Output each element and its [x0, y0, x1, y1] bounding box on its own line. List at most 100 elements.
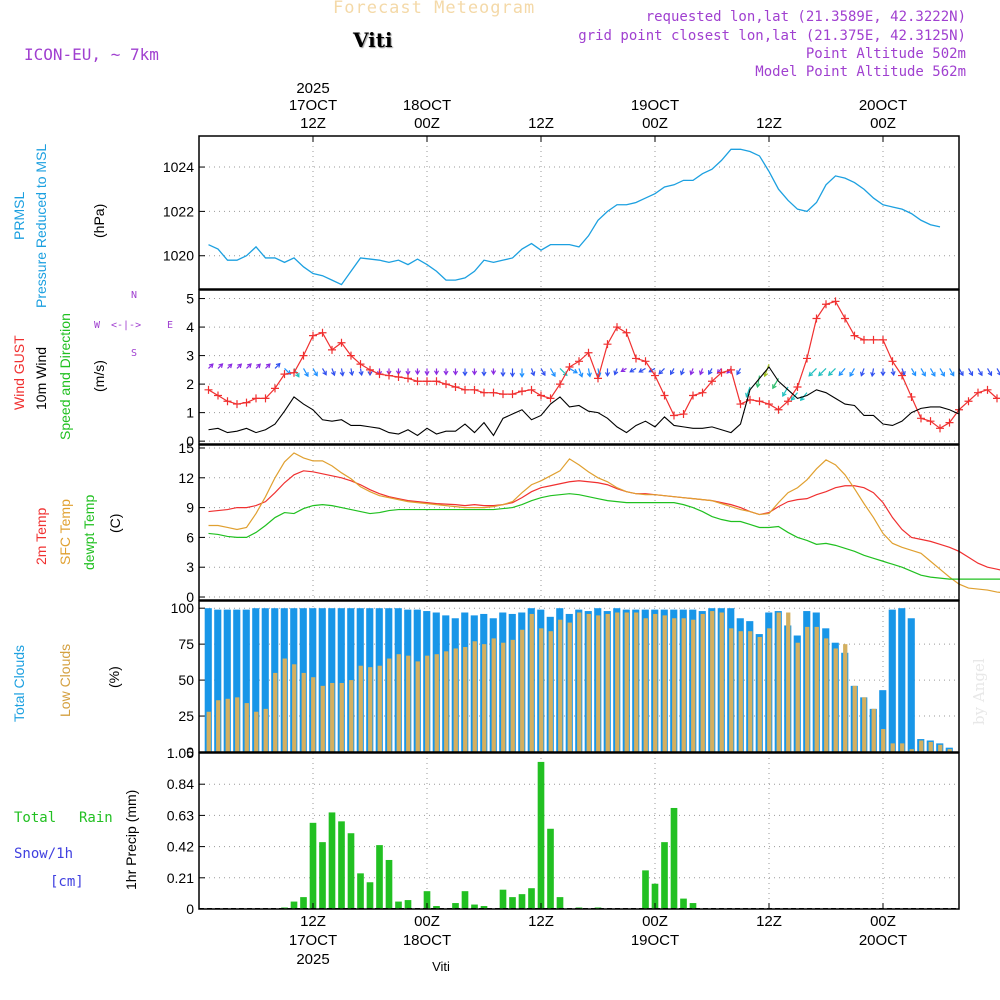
low-cloud-bar — [368, 667, 373, 752]
gust-marker — [290, 368, 298, 377]
gust-marker — [831, 297, 840, 306]
gust-marker — [242, 398, 251, 407]
gust-marker — [489, 388, 498, 397]
wind-direction-arrow — [818, 368, 827, 376]
low-cloud-bar — [501, 642, 506, 752]
wind-direction-arrowhead — [613, 370, 619, 376]
low-cloud-bar — [890, 743, 895, 752]
gust-marker — [784, 397, 792, 406]
gust-marker — [280, 370, 289, 379]
x-axis-top-label: 2025 — [296, 80, 329, 97]
bottom-location-label: Viti — [432, 959, 450, 974]
gust-marker — [356, 360, 365, 369]
wind-direction-arrowhead — [586, 372, 592, 378]
wind-direction-arrowhead — [541, 371, 546, 377]
low-cloud-bar — [938, 744, 943, 752]
total-cloud-bar — [888, 609, 896, 752]
low-cloud-bar — [862, 697, 867, 752]
gust-marker — [679, 410, 688, 419]
wind-direction-arrow — [745, 386, 751, 397]
rain-bar — [328, 812, 336, 909]
low-cloud-bar — [577, 612, 582, 752]
rain-bar — [366, 882, 374, 909]
y-tick-label: 5 — [186, 291, 194, 307]
gust-marker — [613, 323, 621, 332]
low-cloud-bar — [947, 749, 952, 752]
y-tick-label: 1024 — [163, 159, 194, 175]
wind-direction-arrow — [920, 368, 926, 377]
rain-bar — [433, 906, 440, 909]
low-cloud-bar — [852, 685, 857, 752]
low-cloud-bar — [729, 628, 734, 752]
low-cloud-bar — [757, 636, 762, 752]
wind-direction-arrow — [587, 368, 591, 377]
wind-direction-arrowhead — [462, 371, 468, 377]
x-axis-bottom-label: 00Z — [870, 913, 896, 930]
gust-marker — [214, 391, 222, 400]
wind-direction-arrowhead — [304, 372, 309, 378]
wind-direction-arrow — [549, 368, 556, 377]
gust-marker — [347, 351, 355, 360]
gust-marker — [651, 371, 659, 380]
wind-direction-arrowhead — [256, 363, 261, 369]
y-tick-label: 0 — [186, 744, 194, 760]
wind-direction-arrowhead — [987, 371, 993, 377]
rain-bar — [385, 859, 393, 909]
gust-marker — [309, 331, 317, 340]
wind-direction-arrowhead — [755, 383, 761, 389]
wind-direction-arrow — [578, 368, 583, 377]
low-cloud-bar — [339, 682, 344, 752]
y-tick-label: 4 — [186, 319, 194, 335]
x-axis-bottom-label: 12Z — [528, 913, 554, 930]
wind-direction-arrow — [639, 367, 646, 373]
wind-direction-arrowhead — [849, 371, 854, 378]
gust-marker — [394, 372, 403, 381]
x-axis-bottom-label: 12Z — [300, 913, 326, 930]
gust-marker — [869, 335, 878, 344]
wind-direction-arrowhead — [519, 372, 525, 378]
wind-direction-arrowhead — [818, 371, 823, 377]
x-axis-top-label: 18OCT — [403, 97, 451, 114]
rain-bar — [395, 901, 402, 909]
panel-frame — [198, 135, 960, 290]
x-axis-bottom-label: 00Z — [414, 913, 440, 930]
wind-direction-arrowhead — [931, 371, 936, 377]
y-tick-label: 100 — [171, 600, 195, 616]
rain-bar — [471, 904, 478, 909]
y-tick-label: 1.05 — [167, 745, 194, 761]
gust-marker — [803, 354, 811, 363]
gust-marker — [879, 335, 887, 344]
wind-direction-arrowhead — [658, 369, 664, 375]
x-axis-top-label: 00Z — [414, 115, 440, 132]
rain-bar — [556, 897, 564, 909]
gust-marker — [470, 385, 479, 394]
low-cloud-bar — [320, 685, 325, 752]
wind-direction-arrow — [967, 368, 973, 376]
low-cloud-bar — [425, 655, 430, 752]
gust-marker — [223, 397, 232, 406]
low-cloud-bar — [463, 647, 468, 752]
low-cloud-bar — [235, 697, 240, 752]
wind-direction-arrow — [302, 368, 309, 377]
wind-direction-arrow — [756, 375, 761, 388]
gust-marker — [774, 405, 783, 414]
total-cloud-bar — [252, 608, 260, 752]
gust-marker — [518, 387, 526, 396]
x-axis-bottom-label: 18OCT — [403, 932, 451, 949]
gust-marker — [708, 377, 716, 386]
y-tick-label: 50 — [178, 672, 194, 688]
model-name: ICON-EU, ~ 7km — [24, 45, 159, 64]
location-name: Viti — [353, 28, 393, 52]
low-cloud-bar — [282, 658, 287, 752]
low-cloud-bar — [482, 644, 487, 752]
y-tick-label: 25 — [178, 708, 194, 724]
gust-marker — [632, 354, 640, 363]
x-axis-top-label: 00Z — [870, 115, 896, 132]
wind-direction-arrow — [658, 368, 665, 375]
low-cloud-bar — [415, 661, 420, 752]
wind-direction-arrowhead — [452, 370, 459, 376]
wind-direction-arrowhead — [322, 370, 327, 376]
rain-bar — [347, 833, 355, 909]
